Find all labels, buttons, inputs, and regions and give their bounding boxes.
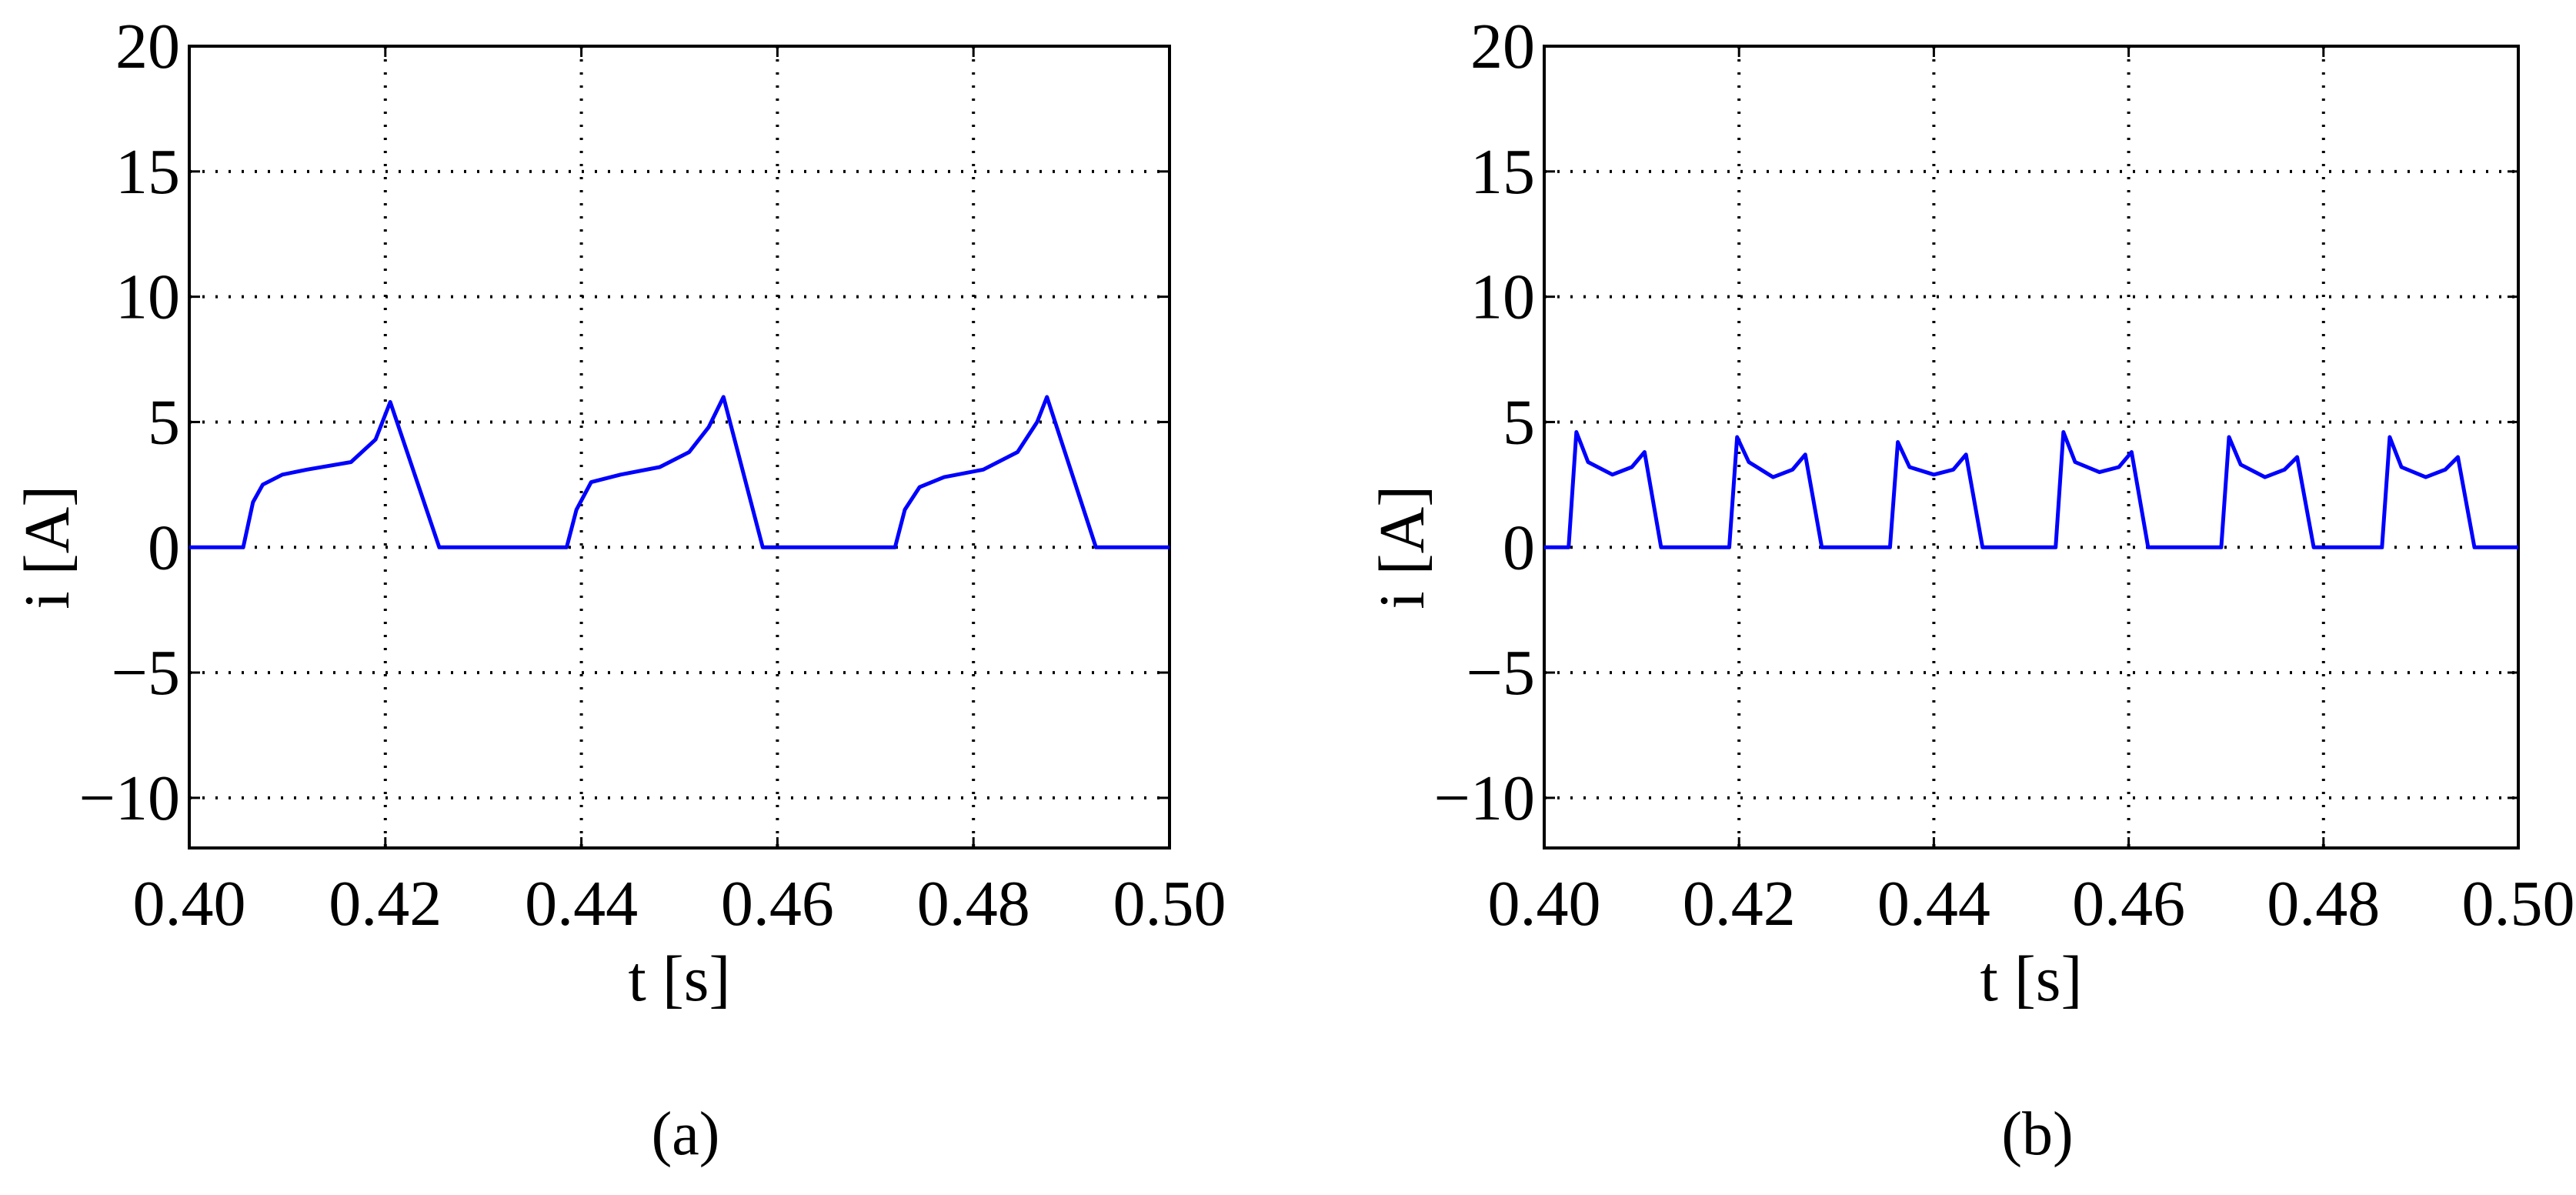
x-tick-label: 0.40 [1488, 868, 1601, 940]
y-axis-label: i [A] [12, 486, 83, 609]
x-axis-label: t [s] [1980, 943, 2083, 1015]
y-tick-label: −5 [1467, 637, 1535, 709]
x-tick-label: 0.42 [1683, 868, 1796, 940]
y-tick-label: 20 [115, 11, 180, 82]
data-line [1544, 430, 2518, 549]
x-tick-label: 0.48 [917, 868, 1030, 940]
x-tick-label: 0.40 [133, 868, 246, 940]
caption: (a) [652, 1100, 720, 1168]
y-tick-label: 10 [115, 262, 180, 333]
x-tick-label: 0.46 [2072, 868, 2185, 940]
y-tick-label: 5 [148, 386, 180, 458]
y-tick-label: −5 [112, 637, 180, 709]
x-tick-label: 0.50 [1113, 868, 1226, 940]
chart: −10 −5 0 5 10 15 20 0.40 0.42 0.44 0.46 0.48 0.50 t [… [12, 11, 1226, 1168]
y-tick-label: 10 [1470, 262, 1535, 333]
x-tick-label: 0.50 [2462, 868, 2575, 940]
data-line [189, 395, 1170, 549]
x-tick-label: 0.44 [1877, 868, 1990, 940]
y-tick-label: 15 [1470, 136, 1535, 208]
caption: (b) [2001, 1100, 2073, 1168]
y-tick-label: −10 [1434, 763, 1535, 834]
y-tick-label: 0 [1503, 512, 1535, 583]
chart: −10 −5 0 5 10 15 20 0.40 0.42 0.44 0.46 0.48 0.50 t [… [1366, 11, 2575, 1168]
y-tick-label: 20 [1470, 11, 1535, 82]
x-tick-label: 0.48 [2267, 868, 2380, 940]
y-axis-label: i [A] [1366, 486, 1438, 609]
y-tick-label: 15 [115, 136, 180, 208]
x-axis-label: t [s] [629, 943, 731, 1015]
plot-frame [188, 45, 1171, 850]
y-tick-label: 0 [148, 512, 180, 583]
x-tick-label: 0.42 [329, 868, 442, 940]
y-tick-label: −10 [79, 763, 180, 834]
plot-frame [1543, 45, 2520, 850]
y-tick-label: 5 [1503, 386, 1535, 458]
x-tick-label: 0.46 [721, 868, 834, 940]
x-tick-label: 0.44 [525, 868, 638, 940]
